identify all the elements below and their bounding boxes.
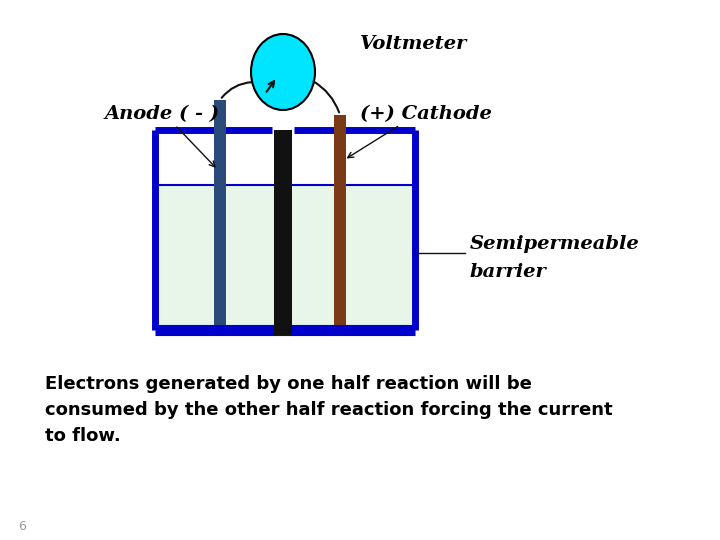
- Bar: [155, 185, 415, 330]
- Text: 6: 6: [18, 520, 26, 533]
- Text: Semipermeable: Semipermeable: [470, 235, 640, 253]
- Bar: [214, 100, 226, 325]
- Bar: [155, 130, 415, 185]
- Text: barrier: barrier: [470, 263, 546, 281]
- Text: (+) Cathode: (+) Cathode: [360, 105, 492, 123]
- Ellipse shape: [251, 34, 315, 110]
- Text: Voltmeter: Voltmeter: [360, 35, 467, 53]
- Text: Electrons generated by one half reaction will be: Electrons generated by one half reaction…: [45, 375, 532, 393]
- Text: to flow.: to flow.: [45, 427, 121, 445]
- Text: consumed by the other half reaction forcing the current: consumed by the other half reaction forc…: [45, 401, 613, 419]
- Text: Anode ( - ): Anode ( - ): [105, 105, 220, 123]
- Bar: [334, 115, 346, 325]
- Bar: [274, 130, 292, 335]
